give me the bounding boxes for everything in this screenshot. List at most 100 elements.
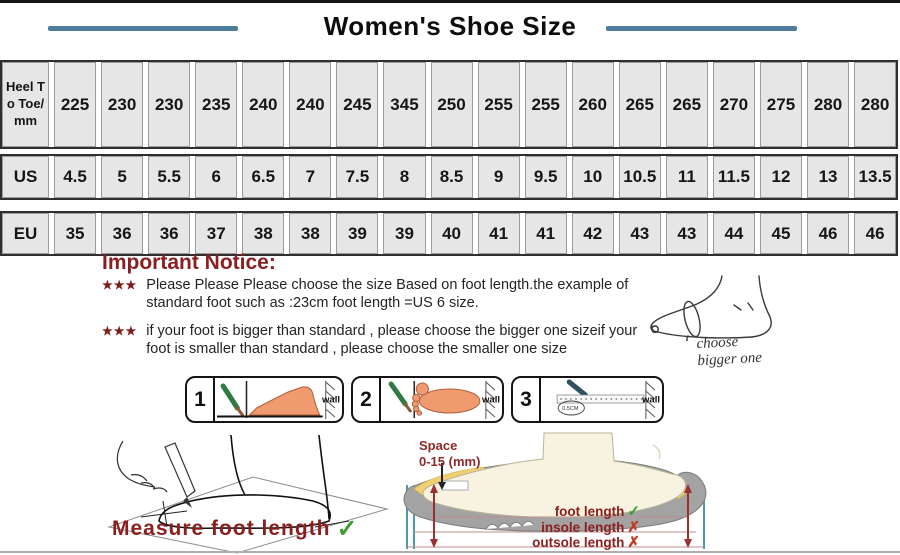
wall-label: wall <box>322 394 340 405</box>
size-cell: 7 <box>289 156 332 198</box>
cross-icon: ✗ <box>627 534 640 551</box>
size-cell: 260 <box>571 62 614 147</box>
notice-item-2-text: if your foot is bigger than standard , p… <box>146 323 638 358</box>
check-icon: ✓ <box>336 515 359 543</box>
size-cell: 35 <box>54 213 97 254</box>
step-1-art: wall <box>215 378 342 421</box>
size-cell: 46 <box>807 213 850 254</box>
size-cell: 6.5 <box>242 156 285 198</box>
cross-icon: ✗ <box>627 518 640 536</box>
size-cell: 41 <box>477 213 520 254</box>
size-cell: 10.5 <box>618 156 661 198</box>
triple-star-icon: ★★★ <box>102 324 138 338</box>
size-cell: 5.5 <box>148 156 191 198</box>
step-number: 1 <box>187 378 215 421</box>
step-1-illustration <box>217 381 336 419</box>
size-cell: 44 <box>712 213 755 254</box>
size-cell: 265 <box>665 62 708 147</box>
title-left-rule <box>48 26 238 31</box>
row-label: EU <box>2 213 49 254</box>
check-icon: ✓ <box>627 503 640 520</box>
size-cell: 7.5 <box>336 156 379 198</box>
size-cell: 40 <box>430 213 473 254</box>
wall-label: wall <box>482 394 500 405</box>
ruler-note: 0.5CM <box>562 406 579 412</box>
size-cell: 255 <box>524 62 567 147</box>
size-cell: 38 <box>242 213 285 254</box>
measure-foot-length-caption: Measure foot length ✓ <box>112 514 358 544</box>
size-cell: 43 <box>618 213 661 254</box>
measure-step-3: 3 0.5CM wall <box>511 376 664 423</box>
size-table-row-heel-to-toe: Heel To Toe/mm 225 230 230 235 240 240 245 345 25… <box>0 60 898 149</box>
size-cell: 345 <box>383 62 426 147</box>
title-right-rule <box>606 26 797 31</box>
space-line1: Space <box>419 438 458 453</box>
size-cell: 43 <box>665 213 708 254</box>
bottom-divider <box>0 551 900 553</box>
size-cell: 230 <box>101 62 144 147</box>
notice-item-2: ★★★ if your foot is bigger than standard… <box>102 322 658 358</box>
outsole-length-label: outsole length ✗ <box>532 534 640 551</box>
step-3-illustration: 0.5CM <box>556 379 656 419</box>
size-cell: 280 <box>854 62 897 147</box>
size-cell: 240 <box>289 62 332 147</box>
size-cell: 46 <box>854 213 897 254</box>
size-cell: 230 <box>148 62 191 147</box>
size-cell: 39 <box>336 213 379 254</box>
size-cell: 8 <box>383 156 426 198</box>
size-cell: 11 <box>665 156 708 198</box>
notice-item-1-text: Please Please Please choose the size Bas… <box>146 277 629 312</box>
size-table-row-eu: EU 35 36 36 37 38 38 39 39 40 41 41 42 43 43 44 45 46 46 <box>0 211 898 256</box>
size-cell: 9.5 <box>524 156 567 198</box>
measure-step-1: 1 wall <box>185 376 344 423</box>
step-3-art: 0.5CM wall <box>541 378 662 421</box>
size-cell: 250 <box>430 62 473 147</box>
trace-foot-illustration <box>107 434 389 554</box>
size-cell: 280 <box>807 62 850 147</box>
triple-star-icon: ★★★ <box>102 278 138 292</box>
size-cell: 36 <box>148 213 191 254</box>
size-cell: 36 <box>101 213 144 254</box>
step-2-art: wall <box>381 378 502 421</box>
size-cell: 39 <box>383 213 426 254</box>
size-cell: 45 <box>759 213 802 254</box>
size-cell: 225 <box>54 62 97 147</box>
choose-bigger-one-caption: choose bigger one <box>696 333 763 370</box>
size-cell: 42 <box>571 213 614 254</box>
page-title: Women's Shoe Size <box>323 11 577 41</box>
size-cell: 235 <box>195 62 238 147</box>
size-cell: 240 <box>242 62 285 147</box>
size-cell: 265 <box>618 62 661 147</box>
measure-caption-text: Measure foot length <box>112 517 331 540</box>
size-cell: 275 <box>759 62 802 147</box>
insole-length-label: insole length ✗ <box>541 518 640 536</box>
space-line2: 0-15 (mm) <box>419 453 481 469</box>
size-cell: 255 <box>477 62 520 147</box>
size-cell: 13.5 <box>854 156 897 198</box>
size-cell: 245 <box>336 62 379 147</box>
size-cell: 12 <box>759 156 802 198</box>
important-notice-heading: Important Notice: <box>102 251 276 274</box>
length-labels: foot length ✓ insole length ✗ outsole leng… <box>498 504 640 551</box>
size-cell: 6 <box>195 156 238 198</box>
size-cell: 5 <box>101 156 144 198</box>
size-cell: 37 <box>195 213 238 254</box>
step-2-illustration <box>388 381 496 419</box>
foot-length-label: foot length ✓ <box>554 503 640 520</box>
step-number: 2 <box>353 378 381 421</box>
size-cell: 13 <box>807 156 850 198</box>
row-label: US <box>2 156 49 198</box>
size-cell: 8.5 <box>430 156 473 198</box>
step-number: 3 <box>513 378 541 421</box>
size-cell: 38 <box>289 213 332 254</box>
size-cell: 41 <box>524 213 567 254</box>
size-cell: 4.5 <box>54 156 97 198</box>
wall-label: wall <box>642 394 660 405</box>
notice-item-1: ★★★ Please Please Please choose the size… <box>102 276 658 312</box>
row-label: Heel To Toe/mm <box>2 62 49 147</box>
size-table-row-us: US 4.5 5 5.5 6 6.5 7 7.5 8 8.5 9 9.5 10 10.5 11 11.5 12 1… <box>0 154 898 200</box>
size-cell: 9 <box>477 156 520 198</box>
space-annotation: Space 0-15 (mm) <box>419 438 480 469</box>
foot-side-sketch-icon <box>650 275 772 341</box>
